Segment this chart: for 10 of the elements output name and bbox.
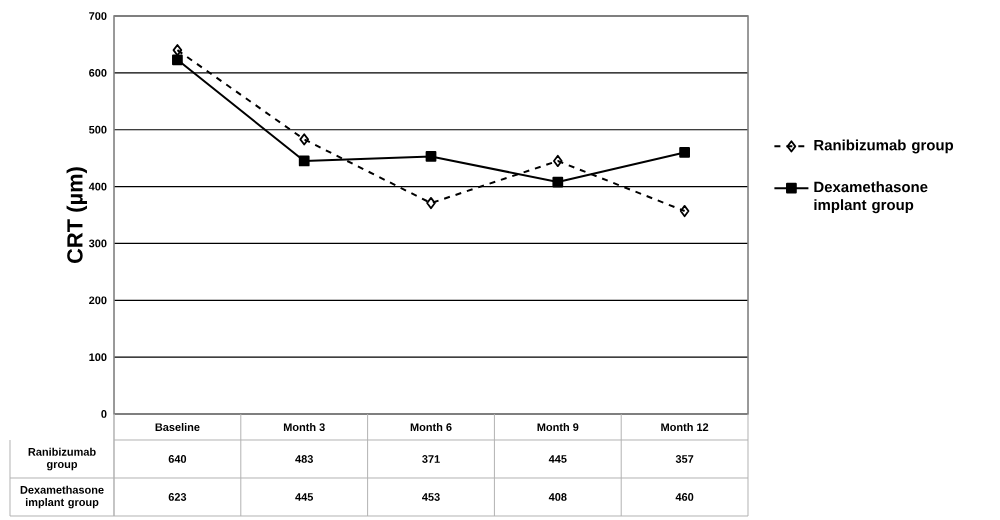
- point: [426, 196, 436, 210]
- point: [172, 54, 183, 66]
- y-axis-title: CRT (µm): [66, 167, 88, 264]
- point: [298, 155, 310, 167]
- point: [679, 147, 690, 158]
- point: [553, 154, 563, 168]
- point: [552, 176, 564, 188]
- point: [679, 204, 690, 218]
- point: [425, 151, 437, 162]
- point: [299, 133, 309, 146]
